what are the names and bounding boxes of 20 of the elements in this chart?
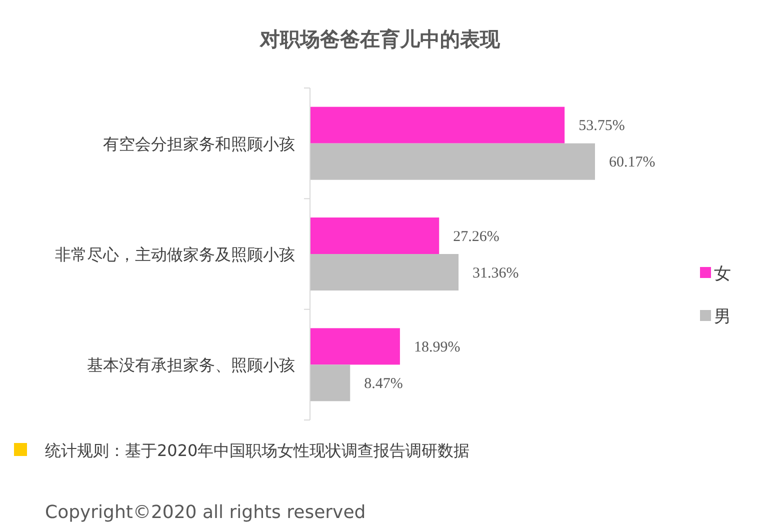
- bar: [310, 328, 400, 365]
- text: Copyright©2020 all rights reserved: [45, 502, 366, 523]
- bar: [310, 364, 350, 402]
- data-label: 31.36%: [472, 265, 519, 282]
- data-label: 60.17%: [609, 154, 656, 171]
- y-tick-label: 基本没有承担家务、照顾小孩: [87, 356, 295, 375]
- bar: [310, 254, 459, 290]
- text: 统计规则：基于2020年中国职场女性现状调查报告调研数据: [45, 441, 470, 460]
- data-label: 53.75%: [578, 118, 625, 134]
- y-tick-label: 非常尽心，主动做家务及照顾小孩: [55, 245, 295, 264]
- legend-label: 女: [714, 264, 731, 284]
- data-label: 18.99%: [414, 339, 460, 356]
- data-label: 27.26%: [453, 228, 500, 245]
- legend-label: 男: [714, 307, 731, 327]
- y-tick-label: 有空会分担家务和照顾小孩: [103, 134, 295, 154]
- bar: [310, 218, 440, 254]
- bar: [310, 106, 565, 144]
- bar: [310, 143, 595, 180]
- chart-title: 对职场爸爸在育儿中的表现: [259, 27, 501, 51]
- data-label: 8.47%: [364, 376, 403, 392]
